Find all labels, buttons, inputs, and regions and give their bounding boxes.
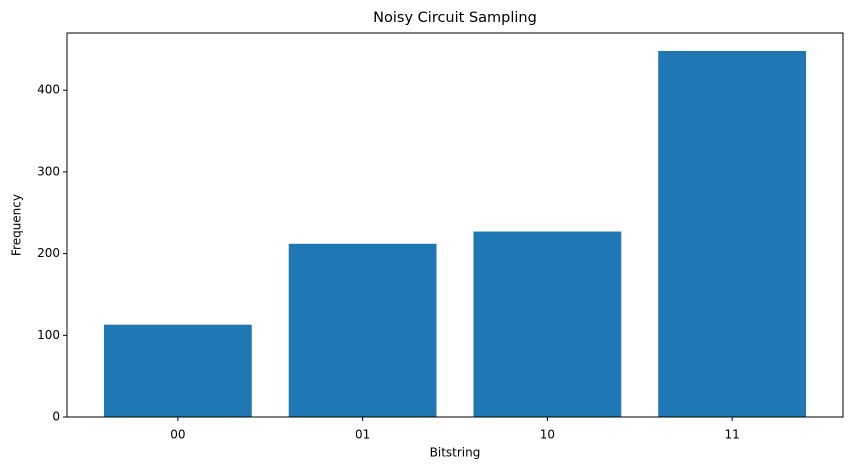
- y-tick-label: 100: [37, 328, 60, 342]
- bar: [103, 324, 252, 417]
- y-tick-label: 300: [37, 164, 60, 178]
- bar: [473, 231, 622, 417]
- chart-title: Noisy Circuit Sampling: [373, 10, 537, 26]
- x-axis-label: Bitstring: [430, 446, 481, 460]
- x-tick-label: 11: [725, 428, 740, 442]
- bar: [288, 243, 437, 417]
- x-tick-label: 00: [170, 428, 185, 442]
- x-tick-label: 01: [355, 428, 370, 442]
- y-tick-label: 0: [52, 410, 60, 424]
- x-tick-label: 10: [540, 428, 555, 442]
- y-tick-label: 200: [37, 246, 60, 260]
- bar: [658, 50, 807, 418]
- plot-frame: [66, 32, 844, 418]
- y-axis-label: Frequency: [10, 194, 24, 256]
- y-tick-label: 400: [37, 83, 60, 97]
